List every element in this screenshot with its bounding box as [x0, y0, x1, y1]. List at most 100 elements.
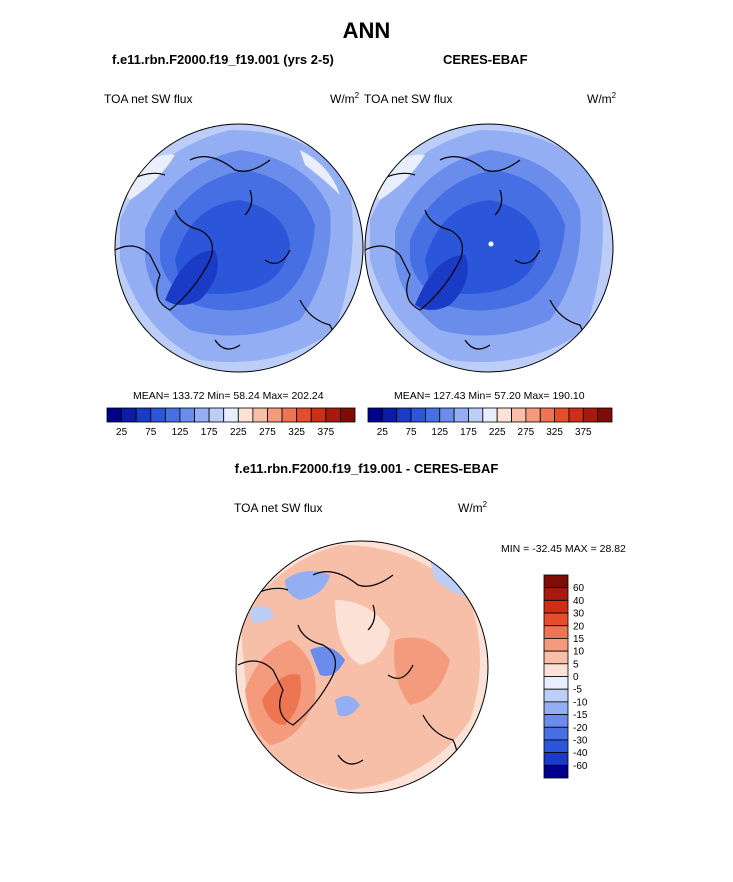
diff-variable-label: TOA net SW flux — [234, 501, 323, 515]
colorbar-swatch — [582, 407, 599, 423]
right-units-label: W/m2 — [587, 91, 617, 107]
colorbar-swatch — [208, 407, 225, 423]
colorbar-swatch — [543, 650, 569, 665]
colorbar-swatch — [543, 739, 569, 754]
colorbar-swatch — [539, 407, 555, 423]
colorbar-tick-label: 10 — [573, 647, 585, 658]
colorbar-swatch — [543, 676, 569, 690]
colorbar-swatch — [237, 407, 254, 423]
colorbar-swatch — [296, 407, 312, 423]
colorbar-swatch — [310, 407, 327, 423]
colorbar-tick-label: 125 — [431, 427, 448, 438]
colorbar-tick-label: -60 — [573, 761, 588, 772]
colorbar-swatch — [597, 407, 613, 423]
colorbar-tick-label: 225 — [230, 427, 247, 438]
colorbar-swatch — [223, 407, 239, 423]
colorbar-swatch — [543, 726, 569, 741]
colorbar-swatch — [396, 407, 412, 423]
colorbar-swatch — [267, 407, 283, 423]
colorbar-swatch — [135, 407, 152, 423]
right-map — [365, 124, 613, 372]
left-stats: MEAN= 133.72 Min= 58.24 Max= 202.24 — [133, 390, 324, 402]
colorbar-swatch — [543, 638, 569, 652]
colorbar-tick-label: -20 — [573, 723, 588, 734]
diff-stats: MIN = -32.45 MAX = 28.82 — [501, 543, 626, 555]
colorbar-tick-label: -40 — [573, 748, 588, 759]
colorbar-swatch — [511, 407, 527, 423]
colorbar-tick-label: -10 — [573, 697, 588, 708]
colorbar-swatch — [543, 688, 569, 703]
colorbar-swatch — [525, 407, 541, 423]
colorbar-swatch — [325, 407, 341, 423]
diff-units-label: W/m2 — [458, 500, 488, 516]
colorbar-tick-label: 5 — [573, 659, 579, 670]
colorbar-swatch — [340, 407, 356, 423]
colorbar-tick-label: 275 — [259, 427, 276, 438]
colorbar-swatch — [543, 574, 569, 589]
colorbar-tick-label: 25 — [116, 427, 128, 438]
colorbar-swatch — [543, 764, 569, 779]
colorbar-tick-label: 20 — [573, 621, 585, 632]
colorbar-tick-label: 125 — [172, 427, 189, 438]
colorbar-tick-label: -15 — [573, 710, 588, 721]
colorbar-swatch — [164, 407, 181, 423]
colorbar-tick-label: 75 — [405, 427, 417, 438]
colorbar-tick-label: 40 — [573, 596, 585, 607]
colorbar-swatch — [543, 599, 569, 614]
colorbar-tick-label: -5 — [573, 685, 582, 696]
colorbar-swatch — [425, 407, 441, 423]
colorbar-tick-label: 225 — [489, 427, 506, 438]
colorbar-tick-label: 375 — [317, 427, 334, 438]
colorbar-swatch — [410, 407, 426, 423]
colorbar-swatch — [568, 407, 584, 423]
colorbar-swatch — [281, 407, 298, 423]
colorbar-tick-label: 25 — [377, 427, 389, 438]
colorbar-swatch — [482, 407, 498, 423]
right-panel-title: CERES-EBAF — [443, 52, 528, 67]
colorbar-swatch — [150, 407, 166, 423]
colorbar-swatch — [543, 663, 569, 677]
left-variable-label: TOA net SW flux — [104, 92, 193, 106]
colorbar-swatch — [543, 701, 569, 715]
left-colorbar: 25 75 125 175 225 275 325 375 — [106, 407, 356, 438]
colorbar-swatch — [106, 407, 122, 423]
left-units-label: W/m2 — [330, 91, 360, 107]
left-panel-title: f.e11.rbn.F2000.f19_f19.001 (yrs 2-5) — [112, 52, 334, 67]
colorbar-tick-label: 30 — [573, 609, 585, 620]
right-colorbar: 25 75 125 175 225 275 325 375 — [367, 407, 613, 438]
colorbar-tick-label: 60 — [573, 583, 585, 594]
figure-title: ANN — [342, 18, 391, 43]
colorbar-swatch — [543, 752, 569, 766]
colorbar-tick-label: 15 — [573, 634, 585, 645]
colorbar-tick-label: 325 — [546, 427, 563, 438]
right-stats: MEAN= 127.43 Min= 57.20 Max= 190.10 — [394, 390, 585, 402]
colorbar-tick-label: -30 — [573, 735, 588, 746]
colorbar-swatch — [179, 407, 195, 423]
colorbar-swatch — [543, 612, 569, 627]
diff-panel-title: f.e11.rbn.F2000.f19_f19.001 - CERES-EBAF — [234, 461, 499, 476]
colorbar-tick-label: 175 — [460, 427, 477, 438]
colorbar-swatch — [439, 407, 455, 423]
colorbar-tick-label: 375 — [575, 427, 592, 438]
colorbar-tick-label: 175 — [201, 427, 218, 438]
colorbar-swatch — [252, 407, 268, 423]
colorbar-swatch — [554, 407, 570, 423]
colorbar-tick-label: 275 — [518, 427, 535, 438]
colorbar-tick-label: 0 — [573, 672, 579, 683]
colorbar-tick-label: 75 — [145, 427, 157, 438]
colorbar-swatch — [194, 407, 210, 423]
colorbar-swatch — [468, 407, 484, 423]
colorbar-swatch — [496, 407, 512, 423]
colorbar-swatch — [543, 587, 569, 601]
diff-map — [236, 541, 488, 793]
colorbar-swatch — [381, 407, 398, 423]
colorbar-swatch — [543, 714, 569, 728]
left-map — [115, 124, 363, 372]
colorbar-swatch — [121, 407, 137, 423]
right-variable-label: TOA net SW flux — [364, 92, 453, 106]
colorbar-swatch — [453, 407, 469, 423]
colorbar-swatch — [543, 625, 569, 639]
colorbar-swatch — [367, 407, 383, 423]
